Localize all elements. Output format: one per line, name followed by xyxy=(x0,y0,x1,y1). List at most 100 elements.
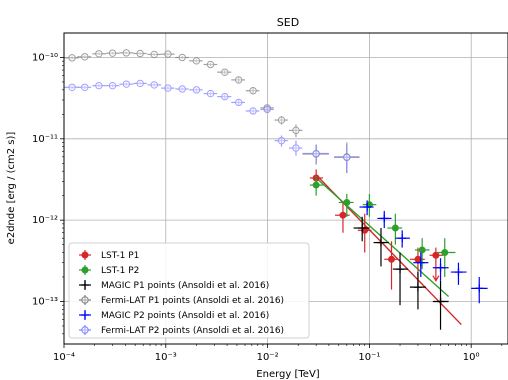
data-point xyxy=(77,83,92,91)
data-point xyxy=(392,252,409,306)
point-marker xyxy=(150,50,158,59)
data-point xyxy=(161,84,175,92)
data-point xyxy=(245,87,260,95)
point-marker xyxy=(164,84,172,92)
x-axis-title: Energy [TeV] xyxy=(256,369,319,380)
legend-label: LST-1 P1 xyxy=(101,251,139,261)
point-marker xyxy=(249,107,257,115)
point-marker xyxy=(81,53,89,61)
data-point xyxy=(437,238,456,277)
point-marker xyxy=(108,49,117,57)
data-point xyxy=(353,216,370,242)
series-group xyxy=(309,169,444,290)
point-marker xyxy=(277,136,286,145)
data-point xyxy=(432,280,449,330)
data-point xyxy=(288,124,303,138)
point-marker xyxy=(68,54,76,62)
point-marker xyxy=(292,126,300,135)
data-point xyxy=(119,80,134,88)
y-tick-label: 10⁻¹² xyxy=(32,215,58,226)
point-marker xyxy=(136,79,144,88)
legend-item: Fermi-LAT P1 points (Ansoldi et al. 2016… xyxy=(79,295,284,306)
series-group xyxy=(359,200,488,304)
point-marker xyxy=(178,53,186,62)
point-marker xyxy=(192,86,201,94)
y-tick-label: 10⁻¹³ xyxy=(32,296,58,307)
point-marker xyxy=(312,181,320,189)
data-point xyxy=(338,193,354,217)
point-marker xyxy=(81,296,89,304)
data-point xyxy=(203,60,218,69)
model-lines xyxy=(315,174,462,326)
point-marker xyxy=(277,116,286,124)
data-point xyxy=(414,238,430,270)
point-marker xyxy=(178,85,186,93)
x-tick-label: 10⁻⁴ xyxy=(53,352,75,363)
legend-label: Fermi-LAT P2 points (Ansoldi et al. 2016… xyxy=(101,326,284,336)
point-marker xyxy=(95,50,103,58)
point-marker xyxy=(339,211,347,219)
y-tick-label: 10⁻¹¹ xyxy=(32,134,58,145)
point-marker xyxy=(249,87,257,95)
data-point xyxy=(133,49,147,58)
data-point xyxy=(92,81,107,90)
data-point xyxy=(147,81,162,89)
legend-item: MAGIC P1 points (Ansoldi et al. 2016) xyxy=(79,280,269,291)
data-point xyxy=(189,57,203,65)
point-marker xyxy=(81,326,89,334)
data-point xyxy=(217,92,232,101)
axis-ticks: 10⁻⁴ 10⁻³ 10⁻² 10⁻¹ 10⁰ 10⁻¹³ 10⁻¹² 10⁻¹¹ 10⁻¹⁰ xyxy=(32,52,503,363)
data-point xyxy=(302,144,329,164)
data-point xyxy=(373,228,389,267)
point-marker xyxy=(81,83,89,91)
point-marker xyxy=(441,249,449,257)
point-marker xyxy=(164,50,172,58)
data-point xyxy=(377,210,392,229)
point-marker xyxy=(206,89,215,98)
data-point xyxy=(260,105,274,114)
data-point xyxy=(359,200,374,216)
data-point xyxy=(387,213,403,245)
plot-frame xyxy=(63,32,508,345)
data-point xyxy=(119,49,134,57)
legend-label: LST-1 P2 xyxy=(101,266,139,276)
data-point xyxy=(231,76,246,84)
point-marker xyxy=(263,105,271,114)
point-marker xyxy=(206,60,215,69)
data-point xyxy=(147,50,162,59)
data-point xyxy=(217,68,232,76)
point-marker xyxy=(95,81,103,90)
data-point xyxy=(413,252,429,277)
data-point xyxy=(274,135,288,147)
series-group xyxy=(353,216,449,330)
model-line xyxy=(315,177,450,298)
x-tick-label: 10⁻² xyxy=(257,352,279,363)
legend-item: LST-1 P1 xyxy=(79,250,139,261)
data-point xyxy=(189,86,203,94)
point-marker xyxy=(81,266,89,274)
point-marker xyxy=(150,81,158,89)
point-marker xyxy=(221,68,229,76)
data-point xyxy=(245,107,260,115)
legend: LST-1 P1 LST-1 P2 MAGIC P1 points (Ansoldi… xyxy=(68,242,310,339)
legend-label: MAGIC P2 points (Ansoldi et al. 2016) xyxy=(101,311,269,321)
data-point xyxy=(274,116,288,125)
legend-item: Fermi-LAT P2 points (Ansoldi et al. 2016… xyxy=(79,325,284,336)
data-point xyxy=(429,247,444,282)
point-marker xyxy=(388,255,396,263)
data-point xyxy=(471,276,488,304)
y-axis-title: e2dnde [erg / (cm2 s)] xyxy=(6,132,17,245)
point-marker xyxy=(68,83,76,91)
series-group xyxy=(309,175,456,277)
point-marker xyxy=(122,80,131,88)
data-points xyxy=(64,49,488,330)
data-point xyxy=(106,49,120,57)
upper-limit-arrow xyxy=(432,275,440,282)
data-point xyxy=(395,230,410,248)
point-marker xyxy=(343,153,351,162)
data-point xyxy=(309,175,323,196)
data-point xyxy=(450,262,467,285)
legend-item: MAGIC P2 points (Ansoldi et al. 2016) xyxy=(79,310,269,321)
legend-item: LST-1 P2 xyxy=(79,265,139,276)
series-group xyxy=(64,79,360,173)
